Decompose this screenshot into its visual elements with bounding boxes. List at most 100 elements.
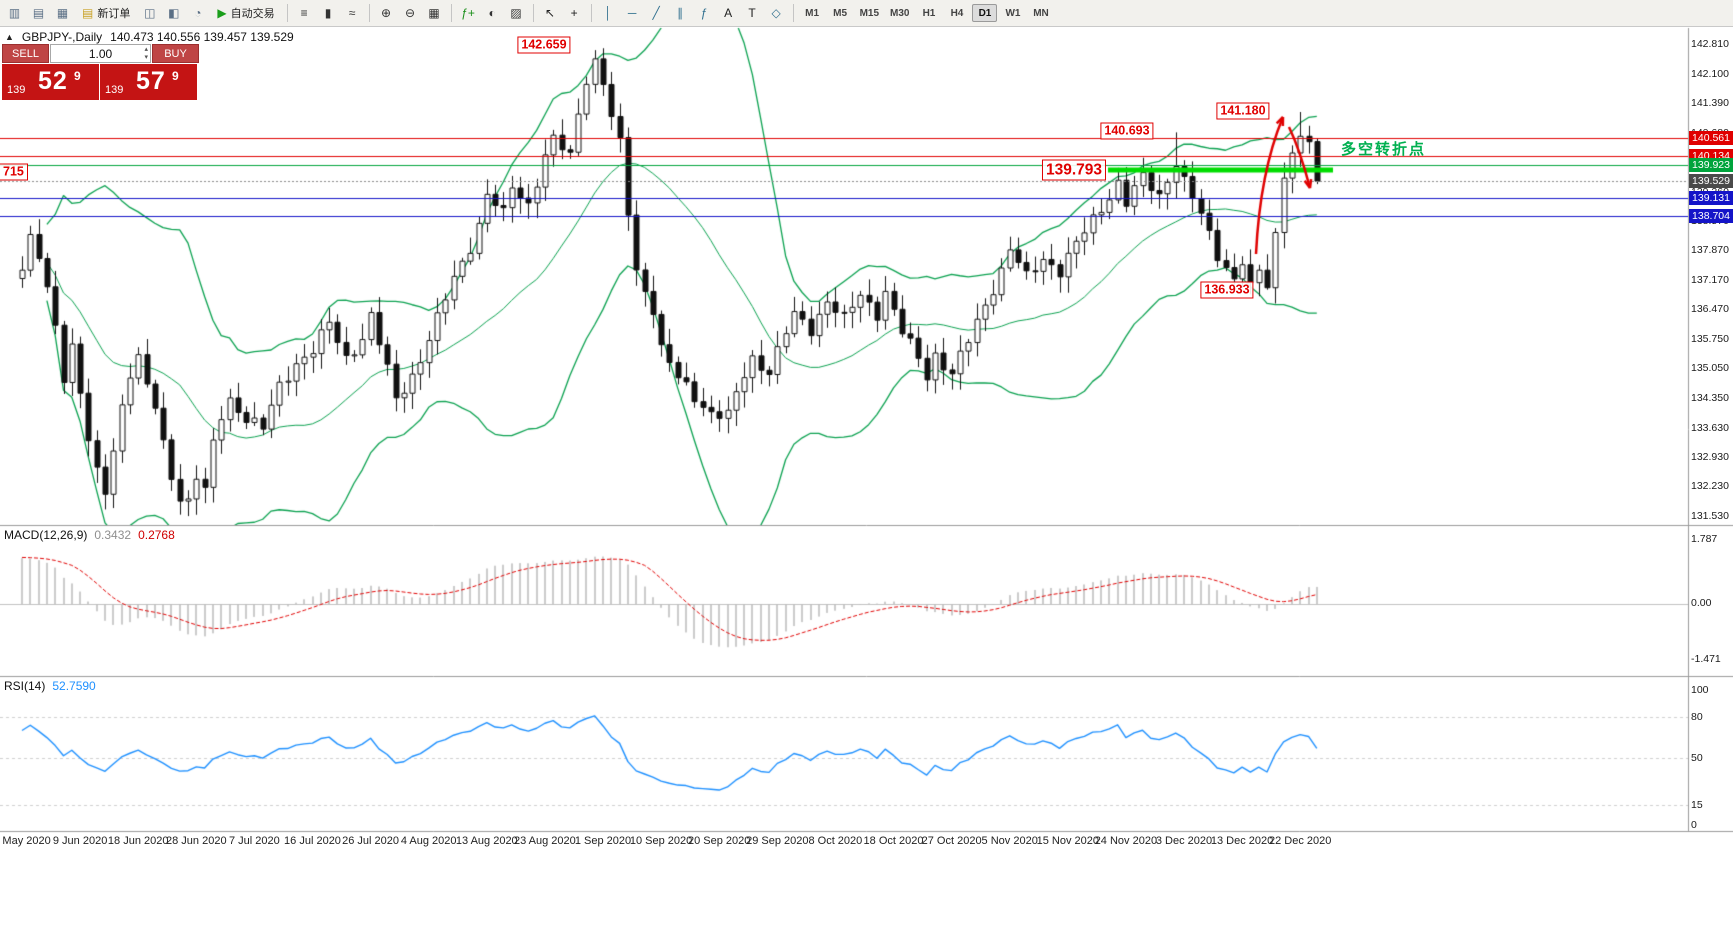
bid-price-panel[interactable]: 139 52 9 [2,64,99,100]
toolbar-separator [286,4,288,22]
price-axis-label: 135.750 [1691,333,1729,346]
ask-main: 57 [136,67,166,95]
price-axis-label: 131.530 [1691,509,1729,522]
price-axis-label: 142.100 [1691,67,1729,80]
crosshair-icon[interactable]: + [570,6,578,20]
chart-text-label[interactable]: 141.180 [1216,102,1270,120]
date-axis-label: 8 Oct 2020 [808,835,863,847]
toolbar: ▥ ▤ ▦ ▤ 新订单 ◫ ◧ ◔ ▶ 自动交易 ≡ ▮ ≈ ⊕ ⊖ ▦ ƒ+ ◐ ▨ ↖ + │ ─ ╱ ∥ ƒ A T ◇ M1 M5 M… [0,0,1733,27]
data-window-icon[interactable]: ◫ [144,6,156,20]
strategy-tester-icon[interactable]: ◔ [194,6,202,20]
chart-text-label[interactable]: 136.933 [1200,281,1254,299]
chart-text-label[interactable]: 142.659 [517,36,571,54]
ask-prefix: 139 [105,84,124,96]
metaeditor-icon[interactable]: ◧ [168,6,180,20]
timeframe-d1[interactable]: D1 [972,4,998,22]
ask-sup: 9 [172,69,179,83]
timeframe-m1[interactable]: M1 [805,7,820,19]
ask-price-panel[interactable]: 139 57 9 [100,64,197,100]
horizontal-line-icon[interactable]: ─ [627,6,637,20]
price-axis-label: 132.930 [1691,451,1729,464]
price-axis-label: 141.390 [1691,97,1729,110]
volume-up-icon[interactable]: ▴ [144,46,148,53]
date-axis-label: 13 Dec 2020 [1210,835,1274,847]
rsi-axis-label: 80 [1691,711,1703,723]
quick-trade-collapse-icon[interactable]: ▲ [5,32,14,42]
chart-annotation-text[interactable]: 多空转折点 [1341,141,1427,158]
cursor-icon[interactable]: ↖ [545,6,556,20]
new-chart-icon[interactable]: ▥ [8,6,21,20]
toolbar-separator [792,4,794,22]
price-axis-label: 137.170 [1691,273,1729,286]
date-axis-label: 27 Oct 2020 [921,835,982,847]
price-line-badge: 139.529 [1689,174,1733,189]
templates-icon[interactable]: ▨ [510,6,522,20]
line-chart-icon[interactable]: ≈ [348,6,356,20]
new-order-label: 新订单 [97,8,131,20]
zoom-in-icon[interactable]: ⊕ [381,6,392,20]
bid-main: 52 [38,67,68,95]
toolbar-separator [450,4,452,22]
zoom-out-icon[interactable]: ⊖ [405,6,416,20]
channel-icon[interactable]: ∥ [677,6,684,20]
profiles-icon[interactable]: ▤ [32,6,45,20]
bid-sup: 9 [74,69,81,83]
fibonacci-icon[interactable]: ƒ [700,6,708,20]
arrows-icon[interactable]: ◇ [771,6,781,20]
price-axis-label: 132.230 [1691,480,1729,493]
volume-input[interactable]: 1.00 ▴ ▾ [50,44,151,63]
date-axis-label: 10 Sep 2020 [629,835,693,847]
volume-down-icon[interactable]: ▾ [144,54,148,61]
vertical-line-icon[interactable]: │ [604,6,612,20]
sell-button[interactable]: SELL [2,44,49,63]
price-axis-label: 137.870 [1691,244,1729,257]
autotrading-button[interactable]: ▶ 自动交易 [210,3,281,24]
date-axis-label: 28 Jun 2020 [166,835,227,847]
candlestick-chart-icon[interactable]: ▮ [324,6,332,20]
autotrading-label: 自动交易 [230,8,275,20]
buy-button[interactable]: BUY [152,44,199,63]
new-order-button[interactable]: ▤ 新订单 [75,3,137,24]
chart-text-label[interactable]: 140.693 [1100,122,1154,140]
autotrading-icon: ▶ [217,6,227,20]
price-axis-label: 134.350 [1691,391,1729,404]
rsi-axis-label: 50 [1691,751,1703,764]
one-click-trading-panel: SELL 1.00 ▴ ▾ BUY 139 52 9 139 57 9 [2,44,199,100]
timeframe-m30[interactable]: M30 [890,7,910,19]
date-axis-label: 4 Aug 2020 [400,835,457,847]
date-axis-label: 24 Nov 2020 [1094,835,1158,847]
timeframe-w1[interactable]: W1 [1005,7,1021,19]
price-axis-label: 136.470 [1691,303,1729,316]
rsi-axis-label: 0 [1691,819,1697,831]
chart-text-label[interactable]: 715 [0,163,28,181]
macd-axis-label: 1.787 [1691,533,1718,545]
chart-ohlc-values: 140.473 140.556 139.457 139.529 [110,30,294,44]
text-label-icon[interactable]: T [748,6,756,20]
macd-main-value: 0.3432 [94,528,132,542]
tile-windows-icon[interactable]: ▦ [428,6,440,20]
ohlc-bars-icon[interactable]: ≡ [300,6,308,20]
trendline-icon[interactable]: ╱ [652,6,660,20]
date-axis-label: 13 Aug 2020 [455,835,518,847]
indicators-icon[interactable]: ƒ+ [461,6,475,20]
market-watch-icon[interactable]: ▦ [56,6,69,20]
price-line-badge: 140.561 [1689,130,1733,145]
timeframe-h4[interactable]: H4 [950,7,964,19]
timeframe-mn[interactable]: MN [1033,7,1049,19]
new-order-icon: ▤ [82,6,94,20]
price-axis-label: 135.050 [1691,362,1729,375]
date-axis-label: 5 Nov 2020 [981,835,1038,847]
timeframe-m5[interactable]: M5 [833,7,848,19]
macd-signal-value: 0.2768 [138,528,175,542]
timeframe-h1[interactable]: H1 [922,7,936,19]
toolbar-separator [532,4,534,22]
timeframe-m15[interactable]: M15 [859,7,880,19]
rsi-axis-label: 100 [1691,684,1709,696]
chart-text-label[interactable]: 139.793 [1041,159,1107,181]
text-icon[interactable]: A [724,6,733,20]
date-axis-label: 20 Sep 2020 [687,835,751,847]
periods-icon[interactable]: ◐ [488,6,496,20]
price-line-badge: 139.923 [1689,157,1733,172]
